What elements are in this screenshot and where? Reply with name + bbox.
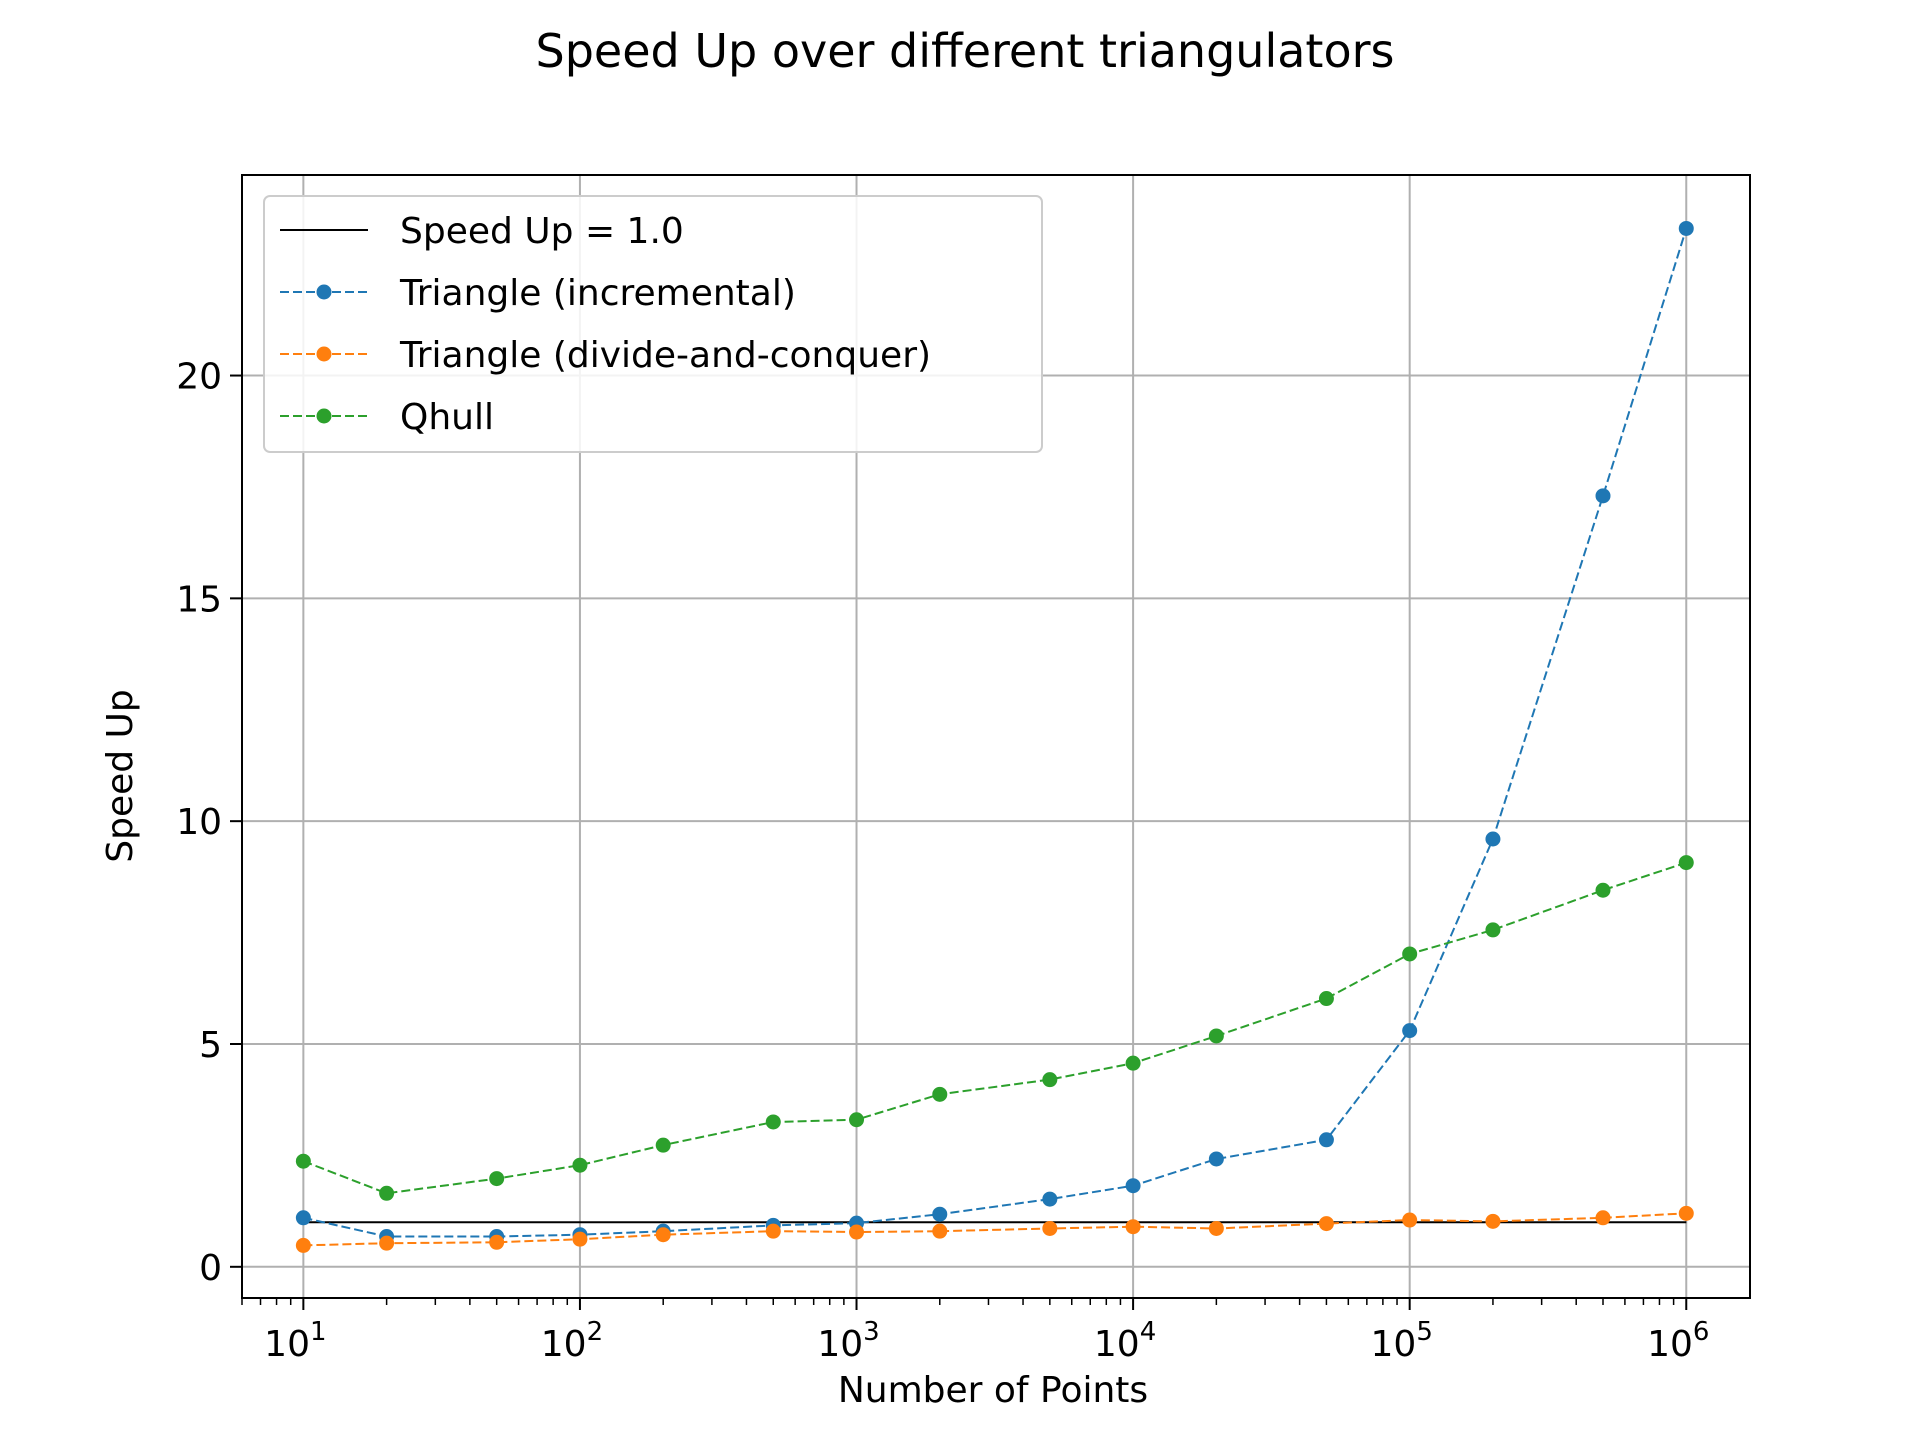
legend-marker (316, 284, 332, 300)
y-axis-label: Speed Up (100, 689, 141, 863)
data-point (655, 1227, 671, 1243)
data-point (932, 1223, 948, 1239)
data-point (1485, 922, 1501, 938)
x-tick-label: 103 (817, 1317, 879, 1365)
series-triangle-divide-and-conquer (295, 1205, 1694, 1253)
series-layer (295, 220, 1694, 1253)
legend-item: Qhull (280, 397, 494, 438)
x-tick-label: 106 (1647, 1317, 1709, 1365)
data-point (1485, 1213, 1501, 1229)
data-point (489, 1234, 505, 1250)
data-point (1678, 855, 1694, 871)
legend-label: Triangle (incremental) (399, 273, 796, 314)
legend-label: Speed Up = 1.0 (400, 211, 684, 252)
series-line (303, 228, 1688, 1238)
data-point (1595, 882, 1611, 898)
data-point (1042, 1072, 1058, 1088)
data-point (1595, 1210, 1611, 1226)
data-point (1678, 220, 1694, 236)
data-point (765, 1114, 781, 1130)
data-point (295, 1237, 311, 1253)
data-point (295, 1210, 311, 1226)
series-qhull (295, 855, 1694, 1201)
data-point (932, 1206, 948, 1222)
legend-box (263, 195, 1043, 453)
data-point (1485, 831, 1501, 847)
x-tick-label: 102 (541, 1317, 603, 1365)
legend-label: Qhull (400, 397, 494, 438)
data-point (1208, 1028, 1224, 1044)
data-point (1318, 991, 1334, 1007)
data-point (489, 1171, 505, 1187)
y-tick-label: 0 (199, 1248, 222, 1289)
data-point (849, 1224, 865, 1240)
y-tick-label: 5 (199, 1025, 222, 1066)
data-point (1208, 1151, 1224, 1167)
data-point (1125, 1055, 1141, 1071)
data-point (379, 1185, 395, 1201)
data-point (1042, 1220, 1058, 1236)
data-point (1402, 946, 1418, 962)
y-tick-label: 20 (176, 357, 222, 398)
data-point (1208, 1220, 1224, 1236)
y-tick-label: 15 (176, 579, 222, 620)
data-point (1125, 1219, 1141, 1235)
legend-item: Triangle (divide-and-conquer) (280, 335, 931, 376)
data-point (572, 1231, 588, 1247)
data-point (379, 1235, 395, 1251)
data-point (1318, 1132, 1334, 1148)
data-point (1042, 1191, 1058, 1207)
axes-frame (241, 174, 1751, 1299)
x-tick-label: 105 (1371, 1317, 1433, 1365)
data-point (765, 1223, 781, 1239)
data-point (655, 1137, 671, 1153)
data-point (1125, 1178, 1141, 1194)
legend-label: Triangle (divide-and-conquer) (399, 335, 931, 376)
data-point (1402, 1212, 1418, 1228)
series-line (303, 861, 1687, 1195)
series-line (303, 1212, 1687, 1247)
data-point (1318, 1216, 1334, 1232)
data-point (1678, 1205, 1694, 1221)
legend-marker (316, 346, 332, 362)
data-point (849, 1112, 865, 1128)
data-point (572, 1157, 588, 1173)
data-point (1402, 1023, 1418, 1039)
y-tick-label: 10 (176, 802, 222, 843)
legend: Speed Up = 1.0 Triangle (incremental) Tria… (263, 195, 1043, 453)
legend-item: Speed Up = 1.0 (280, 211, 684, 252)
legend-marker (316, 408, 332, 424)
data-point (295, 1153, 311, 1169)
data-point (932, 1086, 948, 1102)
chart-title: Speed Up over different triangulators (536, 24, 1395, 78)
data-point (1595, 488, 1611, 504)
x-tick-label: 104 (1094, 1317, 1156, 1365)
ticks: 101 102 103 104 105 106 0 5 10 15 20 (176, 357, 1709, 1365)
x-axis-label: Number of Points (838, 1370, 1148, 1411)
legend-item: Triangle (incremental) (280, 273, 796, 314)
x-tick-label: 101 (264, 1317, 326, 1365)
